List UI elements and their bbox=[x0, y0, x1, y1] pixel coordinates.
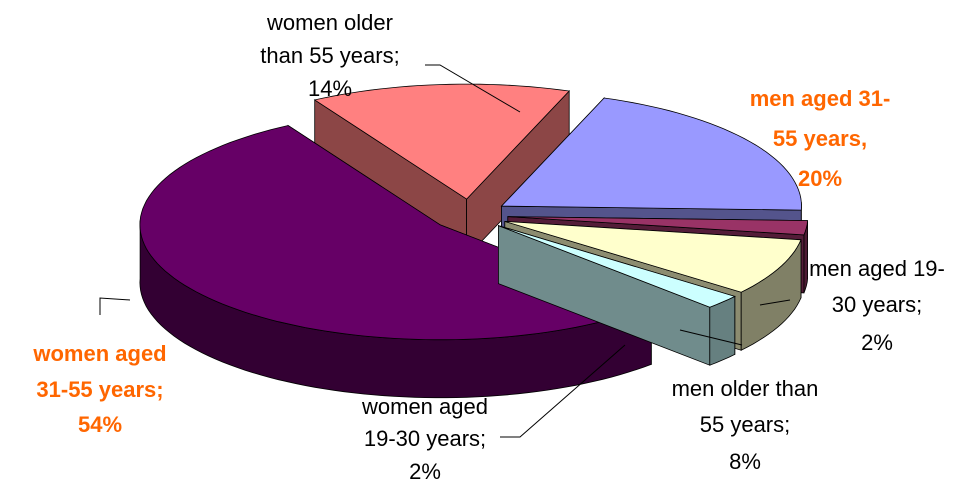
leader-line bbox=[679, 329, 743, 346]
data-label: 54% bbox=[78, 412, 122, 437]
data-label: 19-30 years; bbox=[364, 426, 486, 451]
slice-side bbox=[709, 295, 736, 366]
slice-top bbox=[313, 83, 571, 200]
data-label: 31-55 years; bbox=[36, 377, 163, 402]
leader-line bbox=[425, 64, 521, 113]
data-label: 20% bbox=[798, 166, 842, 191]
data-label: 8% bbox=[729, 449, 761, 474]
data-label: 55 years; bbox=[700, 412, 791, 437]
pie-slice bbox=[497, 225, 736, 366]
leader-line bbox=[759, 299, 791, 306]
data-label: men aged 19- bbox=[809, 256, 945, 281]
data-label: men older than bbox=[672, 376, 819, 401]
data-label: men aged 31- bbox=[750, 86, 891, 111]
slice-top bbox=[500, 97, 802, 211]
data-label: 55 years, bbox=[773, 126, 867, 151]
data-label: 14% bbox=[308, 76, 352, 101]
data-label: women older bbox=[266, 10, 393, 35]
slice-top bbox=[507, 216, 809, 236]
data-label: 30 years; bbox=[832, 292, 923, 317]
leader-line bbox=[99, 297, 131, 315]
leader-line bbox=[500, 344, 626, 438]
slice-top bbox=[504, 221, 802, 293]
data-label: women aged bbox=[32, 341, 166, 366]
data-label: than 55 years; bbox=[260, 43, 399, 68]
slice-top bbox=[498, 225, 736, 308]
data-label: 2% bbox=[409, 459, 441, 484]
data-label: women aged bbox=[361, 394, 488, 419]
data-label: 2% bbox=[861, 330, 893, 355]
